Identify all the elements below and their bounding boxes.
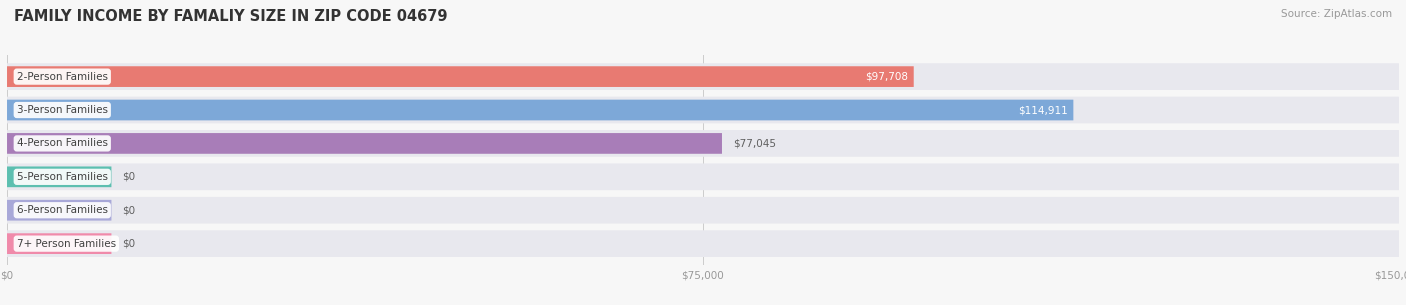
FancyBboxPatch shape <box>7 197 1399 224</box>
Text: 4-Person Families: 4-Person Families <box>17 138 108 149</box>
Text: $0: $0 <box>122 239 136 249</box>
Text: 2-Person Families: 2-Person Families <box>17 72 108 82</box>
Text: 5-Person Families: 5-Person Families <box>17 172 108 182</box>
FancyBboxPatch shape <box>7 63 1399 90</box>
Text: 7+ Person Families: 7+ Person Families <box>17 239 115 249</box>
Text: FAMILY INCOME BY FAMALIY SIZE IN ZIP CODE 04679: FAMILY INCOME BY FAMALIY SIZE IN ZIP COD… <box>14 9 447 24</box>
Text: 3-Person Families: 3-Person Families <box>17 105 108 115</box>
FancyBboxPatch shape <box>7 130 1399 157</box>
FancyBboxPatch shape <box>7 97 1399 124</box>
Text: 6-Person Families: 6-Person Families <box>17 205 108 215</box>
FancyBboxPatch shape <box>7 133 721 154</box>
FancyBboxPatch shape <box>7 163 1399 190</box>
Text: $114,911: $114,911 <box>1018 105 1067 115</box>
Text: $77,045: $77,045 <box>733 138 776 149</box>
FancyBboxPatch shape <box>7 100 1073 120</box>
FancyBboxPatch shape <box>7 200 111 221</box>
Text: $0: $0 <box>122 172 136 182</box>
FancyBboxPatch shape <box>7 167 111 187</box>
FancyBboxPatch shape <box>7 233 111 254</box>
Text: Source: ZipAtlas.com: Source: ZipAtlas.com <box>1281 9 1392 19</box>
Text: $97,708: $97,708 <box>865 72 908 82</box>
FancyBboxPatch shape <box>7 230 1399 257</box>
FancyBboxPatch shape <box>7 66 914 87</box>
Text: $0: $0 <box>122 205 136 215</box>
